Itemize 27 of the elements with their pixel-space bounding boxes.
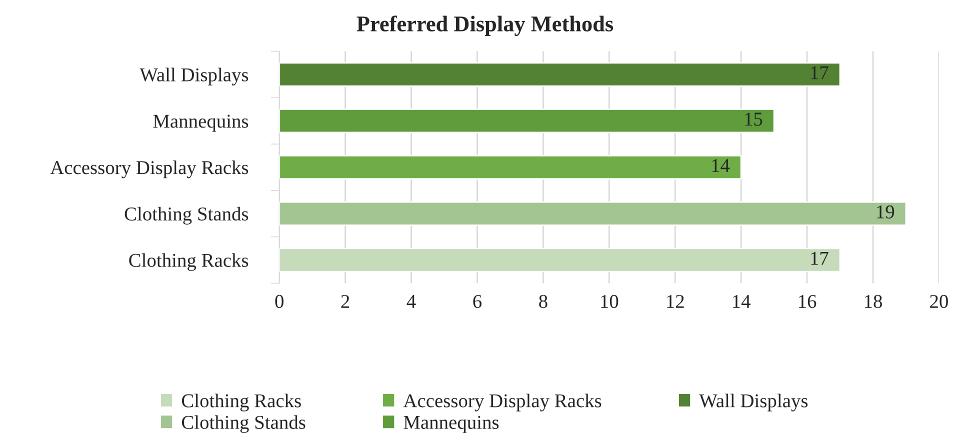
y-tick-label: Accessory Display Racks — [50, 160, 248, 178]
x-tick-label: 20 — [930, 294, 948, 308]
legend-label: Wall Displays — [699, 394, 808, 412]
x-tick-label: 16 — [799, 294, 816, 308]
data-label: 14 — [712, 159, 730, 172]
legend-label: Clothing Racks — [182, 394, 301, 412]
y-tick-label: Clothing Stands — [124, 206, 248, 225]
data-label: 17 — [811, 252, 828, 265]
x-tick-label: 18 — [864, 294, 882, 308]
x-tick-label: 12 — [667, 294, 684, 308]
legend-label: Accessory Display Racks — [403, 394, 602, 412]
y-tick-label: Clothing Racks — [129, 253, 248, 271]
y-tick-label: Mannequins — [153, 114, 248, 132]
x-tick-label: 14 — [733, 294, 750, 308]
x-tick-label: 6 — [473, 294, 482, 308]
x-tick-label: 4 — [406, 295, 416, 308]
x-tick-label: 10 — [601, 294, 618, 308]
data-label: 19 — [877, 205, 894, 218]
data-label: 17 — [811, 66, 828, 80]
x-tick-label: 8 — [539, 294, 548, 308]
x-tick-label: 0 — [275, 294, 284, 308]
legend-label: Clothing Stands — [182, 415, 306, 433]
x-tick-label: 2 — [341, 294, 350, 308]
data-label: 15 — [745, 112, 762, 126]
chart-title: Preferred Display Methods — [356, 16, 614, 36]
legend-label: Mannequins — [404, 416, 499, 433]
y-tick-label: Wall Displays — [140, 68, 248, 86]
